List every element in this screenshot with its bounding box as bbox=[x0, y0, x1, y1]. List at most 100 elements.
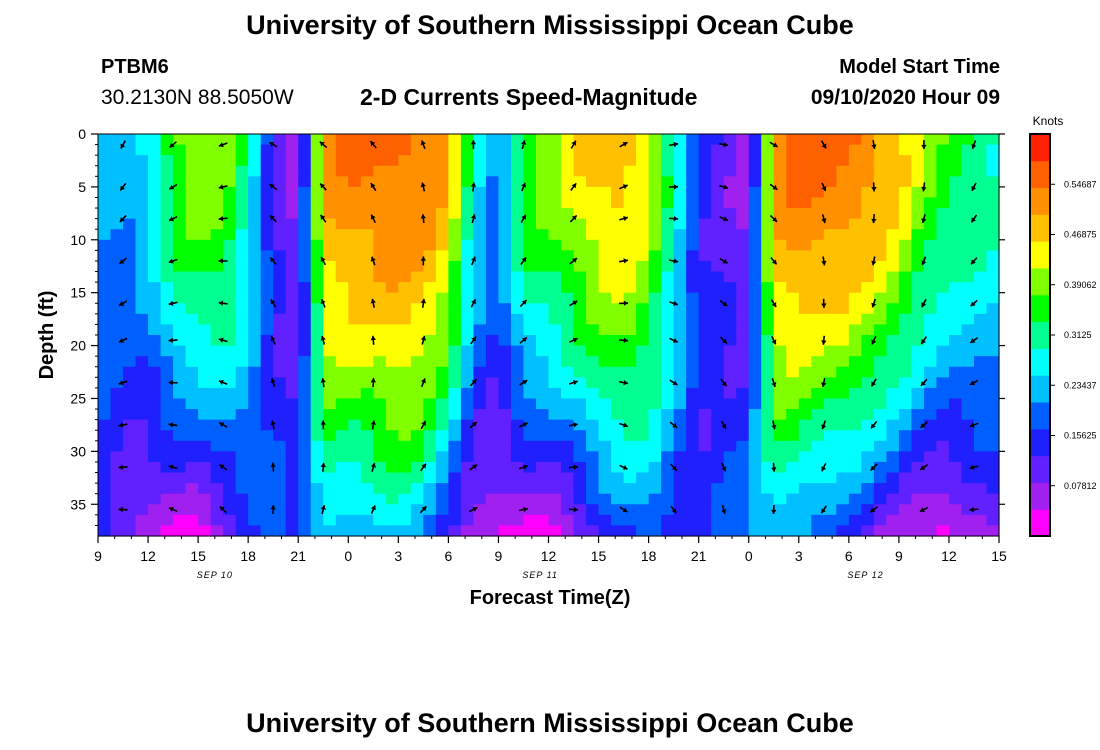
heatmap-cell bbox=[435, 419, 449, 431]
heatmap-cell bbox=[936, 218, 950, 230]
current-arrow bbox=[269, 214, 277, 223]
heatmap-cell bbox=[811, 461, 825, 474]
heatmap-cell bbox=[173, 292, 187, 304]
heatmap-cell bbox=[898, 324, 912, 336]
heatmap-cell bbox=[135, 366, 149, 378]
heatmap-cell bbox=[786, 409, 800, 421]
heatmap-cell bbox=[548, 366, 562, 378]
heatmap-cell bbox=[911, 218, 925, 230]
heatmap-cell bbox=[360, 313, 374, 326]
heatmap-cell bbox=[673, 176, 687, 188]
heatmap-cell bbox=[873, 324, 887, 336]
heatmap-cell bbox=[648, 186, 662, 199]
heatmap-cell bbox=[460, 483, 475, 495]
current-arrow bbox=[420, 298, 427, 308]
heatmap-cell bbox=[786, 186, 800, 199]
heatmap-cell bbox=[548, 493, 562, 505]
heatmap-cell bbox=[185, 144, 199, 156]
heatmap-cell bbox=[298, 134, 312, 146]
heatmap-cell bbox=[285, 165, 299, 177]
heatmap-cell bbox=[485, 483, 500, 495]
heatmap-cell bbox=[598, 165, 612, 177]
heatmap-cell bbox=[661, 451, 675, 463]
heatmap-cell bbox=[460, 345, 475, 357]
heatmap-cell bbox=[886, 208, 900, 220]
colorbar-tick-label: 0.3125 bbox=[1064, 330, 1092, 340]
heatmap-cell bbox=[98, 335, 112, 347]
heatmap-cell bbox=[836, 144, 850, 156]
heatmap-cell bbox=[948, 271, 963, 283]
heatmap-cell bbox=[736, 165, 750, 177]
heatmap-cell bbox=[973, 282, 988, 294]
heatmap-cell bbox=[648, 218, 662, 230]
heatmap-cell bbox=[323, 525, 337, 537]
heatmap-cell bbox=[611, 197, 625, 209]
current-arrow bbox=[720, 420, 727, 430]
heatmap-cell bbox=[173, 134, 187, 146]
heatmap-cell bbox=[811, 165, 825, 177]
heatmap-cell bbox=[761, 197, 775, 209]
current-arrow bbox=[669, 379, 678, 386]
heatmap-cell bbox=[811, 483, 825, 495]
heatmap-cell bbox=[285, 525, 299, 537]
heatmap-cell bbox=[698, 313, 712, 326]
heatmap-cell bbox=[310, 398, 324, 410]
heatmap-cell bbox=[510, 387, 525, 400]
heatmap-cell bbox=[686, 440, 700, 452]
heatmap-cell bbox=[623, 144, 637, 156]
current-arrow bbox=[719, 336, 728, 345]
colorbar-tick-label: 0.07812 bbox=[1064, 481, 1097, 491]
heatmap-cell bbox=[223, 313, 237, 326]
heatmap-cell bbox=[736, 303, 750, 315]
heatmap-cell bbox=[973, 218, 988, 230]
heatmap-cell bbox=[410, 472, 424, 484]
heatmap-cell bbox=[135, 260, 149, 273]
heatmap-cell bbox=[223, 208, 237, 220]
heatmap-cell bbox=[148, 356, 162, 368]
heatmap-cell bbox=[423, 155, 437, 167]
heatmap-cell bbox=[210, 409, 224, 421]
heatmap-cell bbox=[923, 483, 938, 495]
heatmap-cell bbox=[148, 218, 162, 230]
heatmap-cell bbox=[473, 398, 487, 410]
heatmap-cell bbox=[448, 335, 462, 347]
heatmap-cell bbox=[373, 335, 387, 347]
heatmap-cell bbox=[861, 313, 875, 326]
heatmap-cell bbox=[435, 186, 449, 199]
heatmap-cell bbox=[360, 218, 374, 230]
heatmap-cell bbox=[348, 292, 362, 304]
heatmap-cell bbox=[711, 208, 725, 220]
heatmap-cell bbox=[410, 504, 424, 516]
heatmap-cell bbox=[123, 514, 137, 527]
heatmap-cell bbox=[636, 155, 650, 167]
heatmap-cell bbox=[185, 218, 199, 230]
heatmap-cell bbox=[335, 165, 349, 177]
heatmap-cell bbox=[485, 271, 500, 283]
heatmap-cell bbox=[573, 366, 587, 378]
heatmap-cell bbox=[535, 366, 550, 378]
heatmap-cell bbox=[923, 324, 938, 336]
heatmap-cell bbox=[561, 134, 575, 146]
heatmap-cell bbox=[385, 430, 399, 442]
heatmap-cell bbox=[723, 292, 737, 304]
heatmap-cell bbox=[598, 271, 612, 283]
heatmap-cell bbox=[686, 461, 700, 474]
heatmap-cell bbox=[786, 504, 800, 516]
heatmap-cell bbox=[385, 271, 399, 283]
heatmap-cell bbox=[123, 525, 137, 537]
heatmap-cell bbox=[636, 134, 650, 146]
heatmap-cell bbox=[285, 239, 299, 251]
heatmap-cell bbox=[973, 514, 988, 527]
heatmap-cell bbox=[823, 155, 837, 167]
heatmap-cell bbox=[198, 504, 212, 516]
heatmap-cell bbox=[435, 208, 449, 220]
heatmap-cell bbox=[185, 366, 199, 378]
current-arrow bbox=[771, 462, 777, 472]
current-arrow bbox=[771, 505, 777, 515]
heatmap-cell bbox=[698, 144, 712, 156]
heatmap-cell bbox=[460, 377, 475, 389]
heatmap-cell bbox=[811, 345, 825, 357]
heatmap-cell bbox=[248, 186, 262, 199]
heatmap-cell bbox=[448, 165, 462, 177]
heatmap-cell bbox=[523, 197, 537, 209]
